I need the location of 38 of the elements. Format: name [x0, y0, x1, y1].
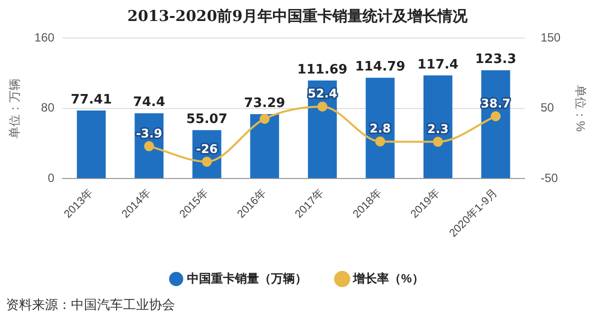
- point: [260, 114, 270, 124]
- y-axis-title: 单位：万辆: [8, 78, 22, 138]
- bar: [76, 110, 106, 178]
- data-label: 111.69: [297, 62, 348, 78]
- legend-label: 增长率（%）: [352, 271, 424, 286]
- y-tick-label: 80: [41, 100, 55, 115]
- point: [432, 136, 443, 147]
- bar: [423, 75, 452, 178]
- data-label: 38.7: [480, 96, 510, 110]
- data-label: 52.4: [308, 86, 338, 101]
- data-label: 73.29: [244, 96, 286, 112]
- data-label: 2.8: [370, 122, 391, 136]
- chart-title: 2013-2020前9月年中国重卡销量统计及增长情况: [127, 6, 469, 25]
- y-tick-label: 0: [48, 170, 55, 185]
- data-label: 55.07: [186, 112, 228, 128]
- data-label: 117.4: [417, 57, 458, 72]
- y2-axis-title: 单位：%: [573, 84, 588, 132]
- y2-tick-label: 150: [540, 30, 561, 44]
- point: [375, 136, 386, 146]
- data-label: 77.41: [70, 92, 112, 108]
- data-label: -26: [196, 142, 218, 156]
- data-label: 123.3: [475, 52, 516, 68]
- bar: [366, 78, 395, 178]
- y2-tick-label: 50: [540, 100, 554, 115]
- bar: [481, 70, 510, 178]
- data-label: -3.9: [136, 126, 162, 140]
- point: [202, 156, 212, 167]
- text: 资料来源：中国汽车工业协会: [6, 297, 175, 314]
- data-label: 74.4: [133, 95, 166, 110]
- y2-tick-label: -50: [540, 170, 558, 185]
- bar: [250, 114, 280, 178]
- point: [317, 102, 328, 112]
- legend-label: 中国重卡销量（万辆）: [187, 271, 308, 286]
- data-label: 114.79: [355, 60, 406, 75]
- point: [144, 141, 154, 152]
- y-tick-label: 160: [34, 30, 55, 44]
- point: [490, 111, 501, 122]
- data-label: 2.3: [427, 122, 449, 136]
